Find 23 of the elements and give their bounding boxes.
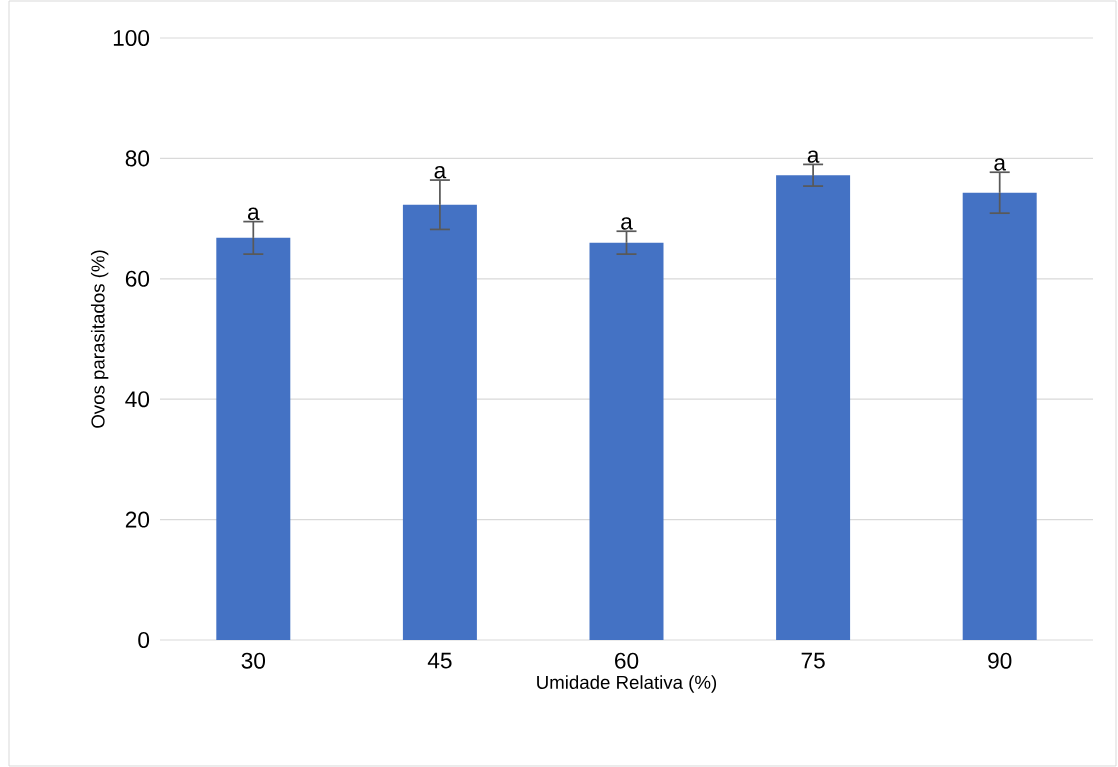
annotation: a <box>621 217 633 230</box>
x-tick-label: 60 <box>615 652 639 669</box>
y-tick-label: 40 <box>125 391 150 408</box>
bar <box>216 237 291 640</box>
y-axis-title: Ovos parasitados (%) <box>90 250 109 428</box>
y-tick-label: 80 <box>125 150 150 167</box>
y-tick-label: 0 <box>138 631 150 649</box>
bar <box>589 242 664 640</box>
annotation: a <box>994 158 1006 171</box>
bar <box>962 192 1037 640</box>
bar <box>776 175 851 640</box>
x-tick-label: 75 <box>801 652 825 669</box>
annotation: a <box>434 166 447 179</box>
x-tick-label: 90 <box>988 652 1012 669</box>
y-tick-label: 60 <box>125 270 150 287</box>
y-tick-label: 100 <box>113 29 150 47</box>
annotation: a <box>247 207 260 221</box>
x-tick-label: 30 <box>241 652 266 669</box>
y-tick-label: 20 <box>125 511 150 528</box>
annotation: a <box>807 150 820 163</box>
bar <box>402 204 477 640</box>
x-axis-title: Umidade Relativa (%) <box>537 675 717 693</box>
x-tick-label: 45 <box>427 652 452 669</box>
